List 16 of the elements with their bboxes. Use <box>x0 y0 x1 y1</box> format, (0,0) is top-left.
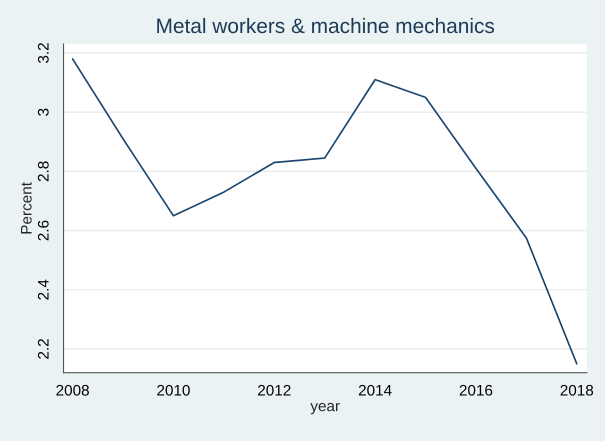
x-tick-label: 2012 <box>258 384 290 396</box>
y-tick-label: 3.2 <box>38 43 49 64</box>
chart-title: Metal workers & machine mechanics <box>157 18 494 34</box>
y-axis-title: Percent <box>21 182 32 234</box>
y-tick-label: 2.8 <box>38 161 49 182</box>
x-tick-label: 2016 <box>460 384 492 396</box>
line-series <box>72 58 578 365</box>
x-tick-label: 2010 <box>157 384 190 396</box>
x-axis-title: year <box>310 402 340 414</box>
x-tick-label: 2014 <box>358 384 392 396</box>
x-tick-label: 2008 <box>56 384 89 396</box>
y-tick-label: 3 <box>38 108 49 116</box>
y-tick-label: 2.4 <box>38 280 49 300</box>
x-tick-label: 2018 <box>560 384 594 396</box>
y-tick-label: 2.6 <box>38 220 49 240</box>
y-tick-label: 2.2 <box>38 339 49 359</box>
